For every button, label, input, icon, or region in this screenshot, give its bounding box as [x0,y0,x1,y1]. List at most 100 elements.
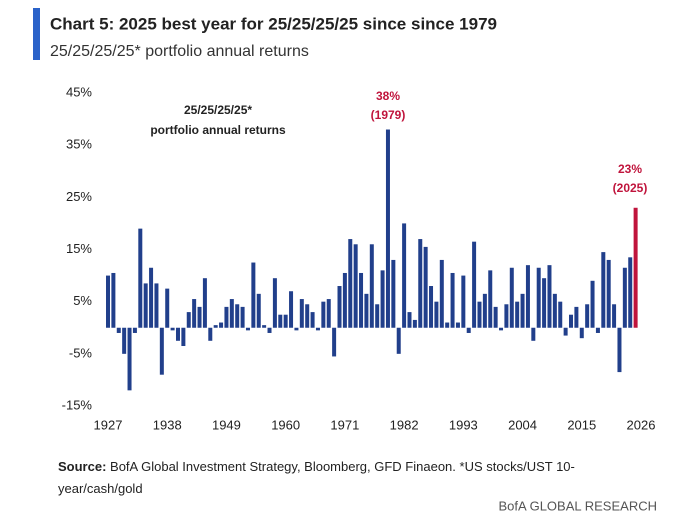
bar [622,267,627,328]
bar [283,314,288,328]
x-tick-label: 2026 [627,417,656,432]
bar [240,306,245,328]
bar [380,270,385,328]
bar [208,327,213,341]
bar [493,306,498,328]
y-tick-label: -5% [69,345,93,360]
bar [186,312,191,328]
y-tick-label: 35% [66,137,92,152]
bar [348,239,353,328]
bar [606,259,611,328]
bar [396,327,401,354]
bar [251,262,256,328]
bar [289,291,294,328]
bar [515,301,520,328]
bar [337,286,342,328]
annotation: 38% [376,89,400,103]
bar [520,293,525,328]
bar [450,272,455,328]
bar [359,272,364,328]
bar [499,327,504,331]
bar [132,327,137,333]
bar [138,228,143,328]
bar [407,312,412,328]
bar [423,246,428,328]
bar [321,301,326,328]
bar [504,304,509,328]
bar [472,241,477,328]
bar [445,322,450,328]
x-tick-label: 2015 [567,417,596,432]
annotation: (2025) [613,181,648,195]
bar [601,252,606,328]
bar [315,327,320,331]
bar [595,327,600,333]
bar [628,257,633,328]
bar [434,301,439,328]
bar [488,270,493,328]
bar [175,327,180,341]
bar [617,327,622,373]
bar [122,327,127,354]
bar [116,327,121,333]
bar [310,312,315,328]
bar [202,278,207,328]
bar [590,280,595,328]
bar [299,299,304,328]
bar [170,327,175,331]
bar [224,306,229,328]
bar [197,306,202,328]
bar [542,278,547,328]
bar [563,327,568,336]
bar [509,267,514,328]
bar [326,299,331,328]
bar [245,327,250,331]
bar [278,314,283,328]
bar [159,327,164,375]
bar [569,314,574,328]
bar [154,283,159,328]
bar [219,322,224,328]
bar [412,319,417,328]
bar [305,304,310,328]
bar [612,304,617,328]
bar [369,244,374,328]
inner-label: 25/25/25/25* [184,103,252,117]
source-label: Source: [58,459,107,474]
y-tick-label: 5% [73,293,92,308]
chart-title: Chart 5: 2025 best year for 25/25/25/25 … [50,14,497,33]
bar [466,327,471,333]
y-tick-label: 45% [66,84,92,99]
x-tick-label: 1993 [449,417,478,432]
bar [633,207,638,328]
bar [552,293,557,328]
bar [235,304,240,328]
bar [143,283,148,328]
bar [294,327,299,331]
bar [375,304,380,328]
bar [127,327,132,391]
bar [579,327,584,339]
bar [262,325,267,328]
bar [267,327,272,333]
x-tick-label: 1982 [390,417,419,432]
annotation: 23% [618,162,642,176]
title-accent [33,8,40,60]
bar [106,275,110,328]
bar [364,293,369,328]
bar [111,272,116,328]
x-tick-label: 1927 [94,417,123,432]
bar [149,267,154,328]
bar [256,293,261,328]
bar [558,301,563,328]
bar [165,288,170,328]
source-text: BofA Global Investment Strategy, Bloombe… [58,459,575,496]
bar [585,304,590,328]
bar [547,265,552,328]
y-tick-label: -15% [62,397,93,412]
bar [531,327,536,341]
bar [402,223,407,328]
x-tick-label: 1960 [271,417,300,432]
